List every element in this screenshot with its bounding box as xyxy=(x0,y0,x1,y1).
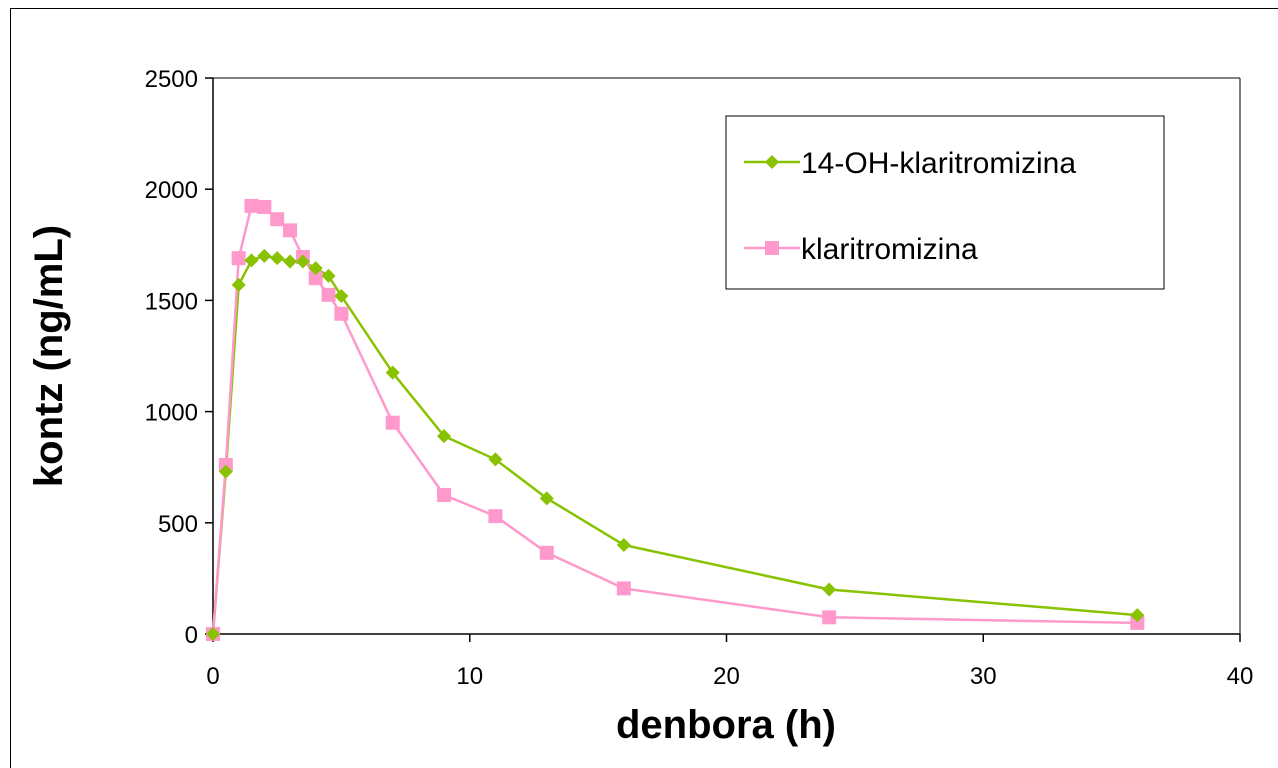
series-line-1 xyxy=(211,254,1138,635)
data-point-series-1 xyxy=(218,464,233,479)
data-point-series-1 xyxy=(244,253,259,268)
ticks: 0 10 20 30 40 0 500 1000 1500 2000 2500 xyxy=(145,66,1254,690)
data-point-series-2 xyxy=(270,212,285,227)
data-point-series-2 xyxy=(283,223,298,238)
data-point-series-1 xyxy=(321,268,336,283)
data-point-series-2 xyxy=(231,251,246,266)
data-point-series-1 xyxy=(539,491,554,506)
y-axis-title: kontz (ng/mL) xyxy=(27,225,71,487)
data-point-series-2 xyxy=(488,509,503,524)
x-axis-title: denbora (h) xyxy=(616,703,836,747)
data-point-series-2 xyxy=(257,199,272,214)
y-tick-label: 2500 xyxy=(145,66,198,93)
data-point-series-1 xyxy=(616,538,631,553)
data-point-series-2 xyxy=(539,545,554,560)
x-tick-label: 20 xyxy=(713,663,740,690)
data-point-series-1 xyxy=(283,254,298,269)
legend-entry-1: 14-OH-klaritromizina xyxy=(744,147,1076,180)
data-point-series-2 xyxy=(308,271,323,286)
data-point-series-2 xyxy=(385,415,400,430)
data-point-series-1 xyxy=(231,277,246,292)
x-tick-label: 0 xyxy=(206,663,219,690)
x-tick-label: 10 xyxy=(456,663,483,690)
data-point-series-1 xyxy=(385,365,400,380)
data-point-series-1 xyxy=(308,261,323,276)
data-point-series-1 xyxy=(206,627,220,641)
data-point-series-1 xyxy=(270,251,285,266)
data-point-series-2 xyxy=(321,287,336,302)
y-tick-label: 2000 xyxy=(145,177,198,204)
data-point-series-1 xyxy=(334,288,349,303)
legend-label-1: 14-OH-klaritromizina xyxy=(801,147,1076,180)
legend-box xyxy=(725,115,1165,290)
data-point-series-2 xyxy=(334,306,349,321)
y-tick-label: 1500 xyxy=(145,288,198,315)
series-line-2 xyxy=(211,204,1138,635)
chart-frame xyxy=(10,8,1278,768)
data-point-series-1 xyxy=(257,248,272,263)
data-point-series-2 xyxy=(616,581,631,596)
data-point-series-1 xyxy=(488,452,503,467)
data-point-series-1 xyxy=(295,254,310,269)
data-point-series-2 xyxy=(1130,615,1145,630)
legend: 14-OH-klaritromizina klaritromizina xyxy=(725,115,1165,290)
data-point-series-1 xyxy=(437,429,452,444)
y-tick-label: 1000 xyxy=(145,400,198,427)
x-tick-label: 30 xyxy=(970,663,997,690)
data-point-series-1 xyxy=(1130,608,1145,623)
series-markers xyxy=(206,198,1145,641)
y-tick-label: 500 xyxy=(158,511,198,538)
legend-marker-1-diamond-icon xyxy=(765,155,779,169)
legend-marker-2-square-icon xyxy=(765,241,779,255)
x-tick-label: 40 xyxy=(1227,663,1254,690)
data-point-series-2 xyxy=(437,488,452,502)
y-tick-label: 0 xyxy=(185,622,198,649)
data-point-series-2 xyxy=(244,198,259,213)
legend-entry-2: klaritromizina xyxy=(744,233,978,266)
data-point-series-1 xyxy=(822,582,837,597)
data-point-series-2 xyxy=(822,610,837,625)
legend-label-2: klaritromizina xyxy=(801,233,978,266)
